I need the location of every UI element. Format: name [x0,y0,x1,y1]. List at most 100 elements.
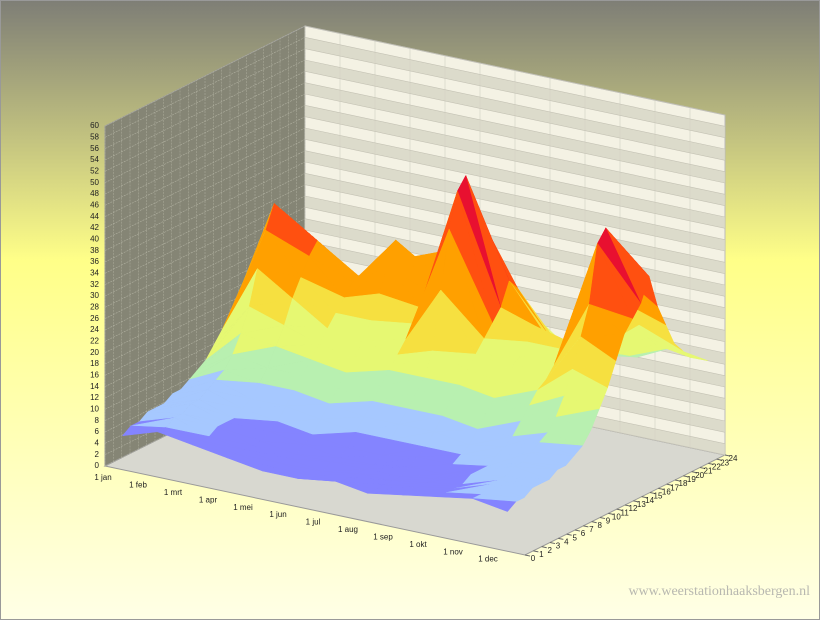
z-tick-label: 36 [90,257,99,266]
grid-line [304,207,726,297]
tick-mark [716,458,722,461]
grid-line [304,161,726,252]
x-tick-label: 1 mei [233,503,253,512]
grid-line [104,173,306,274]
tick-mark [724,454,731,457]
grid-line [104,105,306,206]
y-tick-label: 13 [637,500,646,509]
z-tick-label: 54 [90,155,99,164]
tick-mark [649,492,656,495]
y-tick-label: 1 [539,550,544,559]
grid-line [304,150,726,240]
tick-mark [549,542,556,545]
z-tick-label: 20 [90,348,99,357]
grid-line [304,184,726,274]
z-tick-label: 56 [90,144,99,153]
x-tick-label: 1 sep [373,532,393,541]
y-tick-label: 4 [564,537,569,546]
tick-mark [708,462,714,465]
x-tick-label: 1 jul [306,518,321,527]
tick-mark [541,546,547,549]
watermark: www.weerstationhaaksbergen.nl [628,584,810,599]
z-tick-label: 42 [90,223,99,232]
y-tick-label: 5 [572,533,577,542]
x-tick-label: 1 feb [129,481,147,490]
grid-line [104,59,306,161]
grid-line [104,139,306,240]
grid-line [104,150,306,251]
z-tick-label: 24 [90,325,99,334]
tick-mark [599,517,606,520]
grid-line [304,37,726,127]
tick-mark [524,554,531,557]
y-tick-label: 18 [679,479,688,488]
y-tick-label: 23 [720,458,729,467]
grid-line [104,127,306,229]
grid-line [304,218,726,308]
x-tick-label: 1 mrt [164,488,183,497]
grid-line [104,25,306,127]
grid-line [104,48,306,149]
z-tick-label: 32 [90,280,99,289]
tick-mark [566,533,572,536]
y-tick-label: 15 [654,492,663,501]
z-tick-label: 38 [90,246,99,255]
y-tick-label: 17 [670,483,679,492]
x-tick-label: 1 dec [478,555,498,564]
tick-mark [674,479,681,482]
z-tick-label: 16 [90,370,99,379]
x-tick-label: 1 jun [269,510,286,519]
z-tick-label: 60 [90,121,99,130]
labels: 0 1 2 3 4 5 6 7 8 9 10 11 12 13 14 15 16 17 18 19 20 21 22 23 24… [90,121,738,564]
z-tick-label: 40 [90,234,99,243]
tick-mark [658,487,664,490]
wall-stripe [305,82,725,183]
y-tick-label: 21 [704,467,713,476]
tick-mark [691,471,697,474]
tick-mark [558,537,564,540]
tick-mark [624,504,631,507]
z-tick-label: 44 [90,212,99,221]
x-tick-label: 1 aug [338,525,358,534]
grid-line [304,25,726,116]
tick-mark [574,529,581,532]
grid-line [304,127,726,218]
z-tick-label: 6 [95,427,100,436]
grid-line [104,184,306,285]
wall-stripe [305,60,725,161]
y-tick-label: 22 [712,462,721,471]
y-tick-label: 14 [645,496,654,505]
grid-line [304,105,726,195]
z-tick-label: 10 [90,404,99,413]
tick-mark [616,508,622,511]
z-tick-label: 22 [90,336,99,345]
z-tick-label: 50 [90,178,99,187]
y-tick-label: 10 [612,512,621,521]
z-tick-label: 4 [95,438,100,447]
tick-mark [666,483,672,486]
x-tick-label: 1 nov [443,547,463,556]
tick-mark [699,467,706,470]
y-tick-label: 6 [581,529,586,538]
z-tick-label: 30 [90,291,99,300]
tick-mark [633,500,639,503]
z-tick-label: 48 [90,189,99,198]
grid-line [104,71,306,172]
wall-stripe [305,37,725,138]
x-tick-label: 1 apr [199,495,218,504]
wall-stripe [305,150,725,251]
tick-mark [533,550,539,553]
z-tick-label: 8 [95,416,100,425]
y-tick-label: 11 [621,508,630,517]
y-tick-label: 16 [662,487,671,496]
tick-mark [683,475,689,478]
x-tick-label: 1 okt [409,540,427,549]
tick-mark [641,496,647,499]
z-tick-label: 26 [90,314,99,323]
z-tick-label: 58 [90,132,99,141]
z-tick-label: 12 [90,393,99,402]
z-tick-label: 2 [95,450,100,459]
z-tick-label: 46 [90,200,99,209]
y-tick-label: 7 [589,525,594,534]
